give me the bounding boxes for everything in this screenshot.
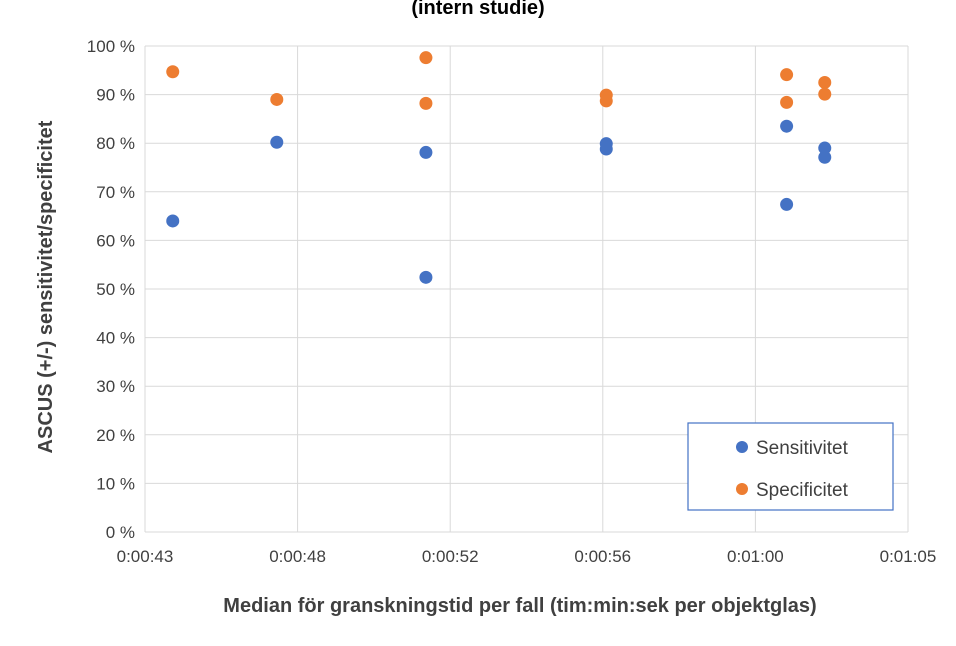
y-tick-label: 80 % <box>96 134 135 153</box>
data-point-specificitet <box>419 51 433 65</box>
data-point-sensitivitet <box>419 270 433 284</box>
x-tick-label: 0:01:05 <box>880 547 937 566</box>
data-point-sensitivitet <box>599 142 613 156</box>
legend-label-specificitet: Specificitet <box>756 480 849 501</box>
y-tick-label: 90 % <box>96 86 135 105</box>
data-point-sensitivitet <box>780 197 794 211</box>
data-point-specificitet <box>818 87 832 101</box>
x-tick-label: 0:01:00 <box>727 547 784 566</box>
data-point-specificitet <box>270 92 284 106</box>
y-tick-label: 10 % <box>96 474 135 493</box>
y-tick-label: 20 % <box>96 426 135 445</box>
y-tick-label: 60 % <box>96 231 135 250</box>
y-tick-label: 70 % <box>96 183 135 202</box>
data-point-sensitivitet <box>166 214 180 228</box>
x-axis-title: Median för granskningstid per fall (tim:… <box>223 595 816 617</box>
x-tick-label: 0:00:56 <box>574 547 631 566</box>
data-point-specificitet <box>166 65 180 79</box>
x-tick-label: 0:00:52 <box>422 547 479 566</box>
data-point-specificitet <box>780 68 794 82</box>
tick-labels: 0 % 10 % 20 % 30 % 40 % 50 % 60 % 70 % 80 % 90 % 1… <box>87 37 937 566</box>
data-point-specificitet <box>780 95 794 109</box>
legend: Sensitivitet Specificitet <box>687 422 894 511</box>
legend-label-sensitivitet: Sensitivitet <box>756 438 849 459</box>
y-tick-label: 40 % <box>96 329 135 348</box>
data-point-sensitivitet <box>270 135 284 149</box>
data-point-specificitet <box>599 94 613 108</box>
x-tick-label: 0:00:43 <box>117 547 174 566</box>
legend-marker-specificitet <box>736 483 748 495</box>
y-tick-label: 0 % <box>106 523 135 542</box>
data-point-specificitet <box>818 75 832 89</box>
data-point-sensitivitet <box>419 145 433 159</box>
axes <box>144 46 908 533</box>
y-axis-title: ASCUS (+/-) sensitivitet/specificitet <box>35 120 57 453</box>
y-tick-label: 50 % <box>96 280 135 299</box>
data-points <box>166 51 832 284</box>
chart-title: (intern studie) <box>411 0 544 19</box>
data-point-sensitivitet <box>818 150 832 164</box>
legend-marker-sensitivitet <box>736 441 748 453</box>
data-point-sensitivitet <box>780 119 794 133</box>
y-tick-label: 100 % <box>87 37 135 56</box>
data-point-sensitivitet <box>818 141 832 155</box>
data-point-specificitet <box>419 96 433 110</box>
x-tick-label: 0:00:48 <box>269 547 326 566</box>
legend-box <box>687 422 894 511</box>
y-tick-label: 30 % <box>96 377 135 396</box>
